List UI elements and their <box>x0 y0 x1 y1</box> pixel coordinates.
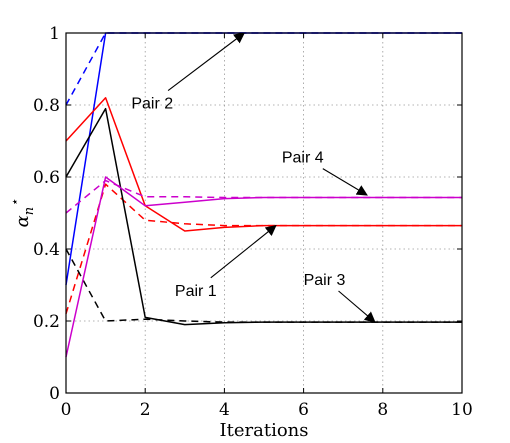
y-tick-label: 0.6 <box>33 168 60 188</box>
annotation-label: Pair 1 <box>175 283 217 300</box>
y-tick-label: 0.4 <box>33 240 60 260</box>
annotation-label: Pair 3 <box>304 272 346 289</box>
y-axis-title-sup: ⋆ <box>8 199 23 207</box>
series-line-1-solid <box>65 32 462 286</box>
y-tick-label: 0 <box>49 384 60 404</box>
plot-area-frame <box>65 32 463 394</box>
y-axis-title-sub: n <box>22 207 37 215</box>
series-line-6-dashed <box>65 248 462 323</box>
y-axis-title: αn⋆ <box>8 199 37 228</box>
y-tick-label: 1 <box>49 24 60 44</box>
y-axis-title-alpha: α <box>12 215 33 227</box>
annotation-label: Pair 4 <box>282 150 324 167</box>
grid <box>66 33 462 393</box>
annotations: Pair 2 Pair 4 Pair 1 Pair 3 <box>131 32 376 323</box>
annotation-arrow <box>210 224 277 279</box>
annotation-arrow <box>167 32 246 92</box>
series-line-5-solid <box>65 107 462 326</box>
annotation-arrow <box>322 168 368 196</box>
series-group <box>65 32 462 358</box>
x-tick-label: 10 <box>451 400 473 420</box>
annotation-label: Pair 2 <box>131 96 173 113</box>
series-line-2-dashed <box>65 32 462 106</box>
series-line-7-solid <box>65 176 462 358</box>
y-tick-label: 0.2 <box>33 312 60 332</box>
axis-ticks: 0 2 4 6 8 10 0 0.2 0.4 0.6 0.8 1 <box>33 24 473 420</box>
x-axis-title: Iterations <box>220 420 309 441</box>
series-line-4-dashed <box>65 183 462 315</box>
x-tick-label: 0 <box>61 400 72 420</box>
x-tick-label: 8 <box>377 400 388 420</box>
x-tick-label: 6 <box>298 400 309 420</box>
x-tick-label: 4 <box>219 400 230 420</box>
x-tick-label: 2 <box>140 400 151 420</box>
series-line-3-solid <box>65 97 462 232</box>
y-tick-label: 0.8 <box>33 96 60 116</box>
annotation-arrow <box>338 290 376 323</box>
